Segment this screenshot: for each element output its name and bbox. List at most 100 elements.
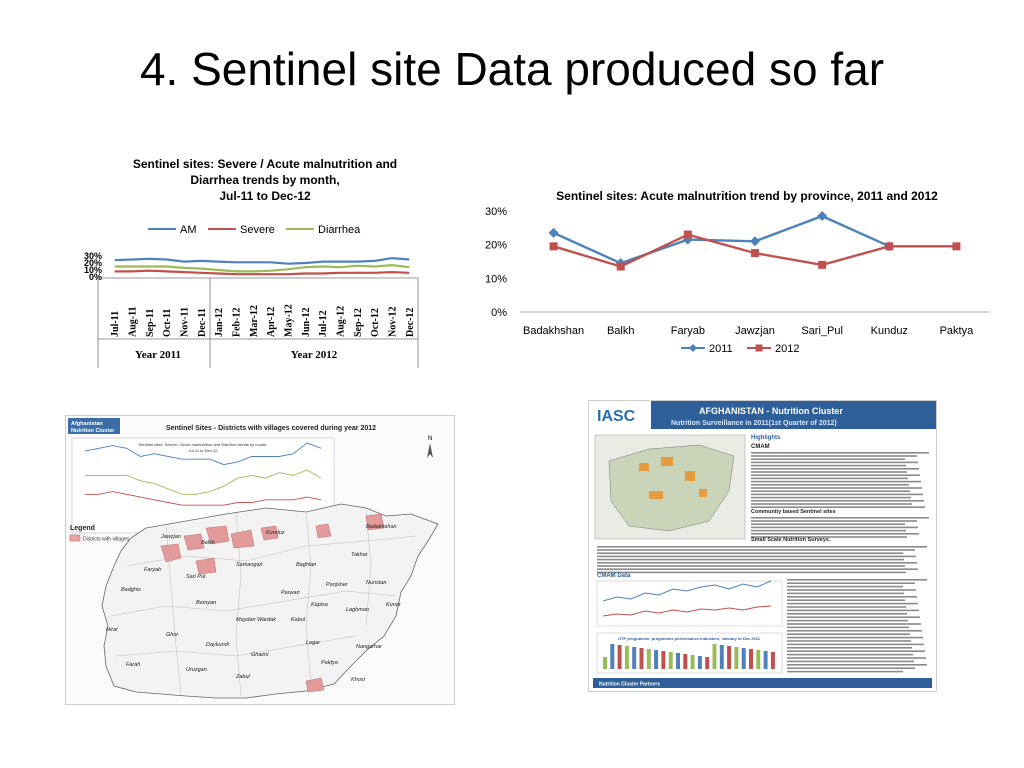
poster-text-line xyxy=(597,552,903,554)
map-place-label: Baghlan xyxy=(296,562,316,568)
poster-bar xyxy=(654,650,659,669)
x-tick-label: Balkh xyxy=(607,325,635,337)
poster-text-block-3 xyxy=(597,546,927,574)
y-tick-label: 10% xyxy=(485,273,507,285)
map-place-labels: Jawzjan Balkh Kunduz Badakhshan Faryab Samang… xyxy=(106,524,402,683)
x-tick-label: Aug-11 xyxy=(128,306,139,337)
poster-text-line xyxy=(597,555,916,558)
map-place-label: Faryab xyxy=(144,567,161,573)
map-place-label: Khost xyxy=(351,677,366,683)
district-map-thumbnail: Afghanistan Nutrition Cluster Sentinel S… xyxy=(65,415,455,705)
province-chart-y-axis: 0% 10% 20% 30% xyxy=(485,206,990,319)
province-trend-chart: Sentinel sites: Acute malnutrition trend… xyxy=(485,189,990,355)
poster-bar xyxy=(632,647,637,669)
x-tick-label: Jun-12 xyxy=(301,308,312,337)
y-tick-label: 20% xyxy=(84,258,102,268)
compass-arrow-icon xyxy=(427,443,433,458)
poster-text-line xyxy=(597,558,904,561)
poster-text-line xyxy=(751,533,919,535)
map-place-label: Jawzjan xyxy=(160,534,181,540)
poster-text-line xyxy=(787,582,915,584)
poster-bar xyxy=(690,655,695,669)
poster-bar xyxy=(727,646,732,669)
poster-text-line xyxy=(751,496,911,499)
poster-text-line xyxy=(787,650,925,652)
district-map-image: Afghanistan Nutrition Cluster Sentinel S… xyxy=(68,418,439,699)
x-tick-label: Jan-12 xyxy=(214,308,225,337)
monthly-chart-legend: AM Severe Diarrhea xyxy=(148,224,361,236)
point-2012 xyxy=(818,260,827,269)
x-tick-label: Oct-11 xyxy=(162,309,173,337)
nutrition-poster-image: IASC AFGHANISTAN - Nutrition Cluster Nut… xyxy=(589,401,936,691)
poster-text-line xyxy=(787,606,906,608)
poster-bar xyxy=(719,645,724,669)
poster-bar xyxy=(770,652,775,669)
series-line-2011 xyxy=(553,214,890,265)
poster-text-line xyxy=(751,452,929,454)
x-tick-label: May-12 xyxy=(284,304,295,337)
x-tick-label: Dec-11 xyxy=(197,308,208,337)
map-place-label: Bamyan xyxy=(196,600,216,606)
poster-text-line xyxy=(787,579,927,581)
map-place-label: Hirat xyxy=(106,627,118,633)
poster-text-line xyxy=(751,526,918,529)
poster-bar xyxy=(749,649,753,669)
poster-text-line xyxy=(787,643,924,646)
series-line-am xyxy=(114,256,410,265)
map-inner-chart-lines xyxy=(84,442,322,506)
map-inner-series xyxy=(84,469,322,495)
map-place-label: Badghis xyxy=(121,587,141,593)
monthly-chart-title-line-2: Diarrhea trends by month, xyxy=(190,173,339,187)
x-tick-label: Jul-12 xyxy=(318,310,329,337)
province-chart-legend: 2011 2012 xyxy=(681,343,799,355)
poster-text-line xyxy=(787,633,910,635)
poster-text-line xyxy=(751,468,919,470)
map-place-label: Maydan Wardak xyxy=(236,617,276,623)
nutrition-poster-thumbnail: IASC AFGHANISTAN - Nutrition Cluster Nut… xyxy=(588,400,937,692)
poster-text-line xyxy=(751,490,910,492)
map-inner-series xyxy=(84,491,322,506)
x-tick-label: Apr-12 xyxy=(266,307,277,337)
point-2012 xyxy=(683,230,692,239)
poster-text-line xyxy=(751,474,920,476)
poster-text-line xyxy=(787,613,907,615)
poster-text-line xyxy=(751,480,921,483)
poster-text-block-1 xyxy=(751,452,929,508)
legend-marker-2011 xyxy=(689,344,697,352)
poster-bar xyxy=(741,648,746,669)
map-org-box xyxy=(68,418,120,434)
poster-text-line xyxy=(751,517,929,519)
map-inner-series xyxy=(84,442,322,466)
monthly-chart-plot xyxy=(114,256,410,276)
map-place-label: Paktya xyxy=(321,660,338,666)
poster-section-cmam-data: CMAM Data xyxy=(597,573,631,579)
poster-text-line xyxy=(751,477,908,480)
poster-text-line xyxy=(787,599,905,601)
point-2012 xyxy=(616,262,625,271)
x-tick-label: Nov-12 xyxy=(388,306,399,337)
poster-text-line xyxy=(787,589,916,591)
poster-bar xyxy=(668,652,673,669)
map-place-label: Samangan xyxy=(236,562,263,568)
series-line-severe xyxy=(114,269,410,276)
poster-text-line xyxy=(751,484,909,486)
poster-bar xyxy=(610,644,615,669)
monthly-trend-chart: Sentinel sites: Severe / Acute malnutrit… xyxy=(84,157,419,368)
slide-title: 4. Sentinel site Data produced so far xyxy=(139,43,885,95)
poster-bar xyxy=(646,649,651,669)
map-place-label: Panjsher xyxy=(326,582,349,588)
legend-label-diarrhea: Diarrhea xyxy=(318,224,361,236)
poster-highlights: Highlights xyxy=(751,435,781,441)
y-tick-label: 20% xyxy=(485,240,507,252)
x-tick-label: Sep-12 xyxy=(353,308,364,337)
poster-text-line xyxy=(787,640,911,642)
x-tick-label: Dec-12 xyxy=(405,308,416,337)
poster-line-series-1 xyxy=(602,580,772,602)
poster-section-small: Small Scale Nutrition Surveys. xyxy=(751,537,831,543)
monthly-chart-title-line-1: Sentinel sites: Severe / Acute malnutrit… xyxy=(133,157,397,171)
poster-bar xyxy=(763,651,768,669)
poster-text-line xyxy=(751,471,907,473)
point-2012 xyxy=(952,242,961,251)
map-place-label: Takhar xyxy=(351,552,369,558)
poster-text-line xyxy=(597,568,918,570)
